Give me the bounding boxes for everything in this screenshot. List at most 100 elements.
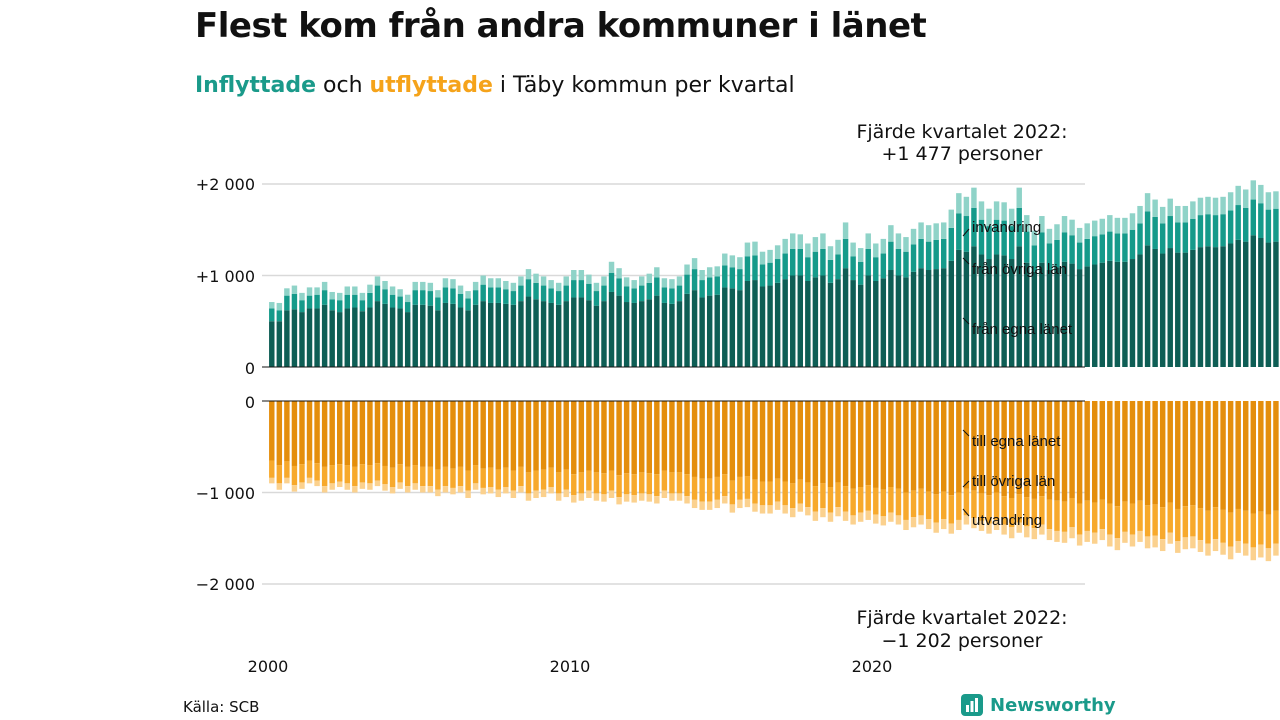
newsworthy-logo[interactable]: Newsworthy <box>960 693 1116 717</box>
bar-from-other-counties <box>1265 209 1272 243</box>
bar-from-own-county <box>608 291 615 367</box>
leader-fran-ovriga-lan <box>962 257 970 265</box>
bar-emigration <box>427 486 434 493</box>
bar-emigration <box>1114 538 1121 551</box>
bar-to-own-county <box>1054 401 1060 501</box>
bar-from-own-county <box>465 310 471 367</box>
bar-immigration <box>1265 192 1272 210</box>
inflow-y-axis: +2 000 +1 000 0 <box>196 175 255 378</box>
bar-immigration <box>435 290 441 298</box>
bar-from-own-county <box>510 304 517 367</box>
bar-to-other-counties <box>1273 510 1279 544</box>
bar-immigration <box>1054 224 1060 240</box>
bar-to-other-counties <box>427 466 434 487</box>
bar-emigration <box>835 507 841 517</box>
bar-immigration <box>978 201 985 220</box>
leader-fran-egna-lanet <box>962 317 970 325</box>
bar-from-own-county <box>435 310 441 367</box>
bar-immigration <box>495 278 501 288</box>
bar-emigration <box>661 490 668 498</box>
axis-baselines <box>262 366 1085 402</box>
bar-immigration <box>1235 185 1241 206</box>
bar-from-own-county <box>722 287 728 367</box>
bar-emigration <box>1061 531 1068 543</box>
bar-immigration <box>933 223 939 240</box>
bar-to-other-counties <box>827 487 834 513</box>
bar-from-own-county <box>1167 248 1173 367</box>
bar-to-other-counties <box>888 487 894 513</box>
bar-from-other-counties <box>1001 220 1007 256</box>
bar-from-other-counties <box>654 277 660 296</box>
bar-from-own-county <box>1024 262 1030 367</box>
bar-from-other-counties <box>1054 239 1060 268</box>
bar-immigration <box>359 292 366 301</box>
bar-to-own-county <box>623 401 630 474</box>
bar-from-other-counties <box>888 241 894 270</box>
bar-to-own-county <box>842 401 849 487</box>
bar-from-other-counties <box>767 262 773 286</box>
bar-from-own-county <box>1069 263 1075 367</box>
bar-from-other-counties <box>1250 199 1256 236</box>
inflow-tick-label: +1 000 <box>196 267 255 286</box>
bar-emigration <box>639 493 645 501</box>
bar-to-other-counties <box>1137 500 1143 531</box>
bar-from-other-counties <box>948 227 954 261</box>
bar-emigration <box>774 501 781 510</box>
bar-immigration <box>299 292 305 301</box>
bar-emigration <box>1250 547 1256 561</box>
series-label-till-egna-lanet: till egna länet <box>972 433 1061 450</box>
subtitle-rest: i Täby kommun per kvartal <box>492 73 795 98</box>
bar-to-other-counties <box>382 465 388 485</box>
bar-from-other-counties <box>555 291 562 305</box>
bar-from-own-county <box>835 279 841 367</box>
bar-emigration <box>925 519 932 530</box>
bar-from-other-counties <box>510 291 517 305</box>
bar-to-own-county <box>1024 401 1030 498</box>
bar-from-own-county <box>1107 260 1113 367</box>
bar-to-own-county <box>457 401 464 467</box>
bar-immigration <box>1220 196 1226 215</box>
bar-emigration <box>374 480 381 487</box>
bar-emigration <box>465 490 471 498</box>
bar-emigration <box>1212 539 1219 552</box>
bar-to-other-counties <box>616 475 622 498</box>
bar-from-other-counties <box>412 290 418 305</box>
bar-to-own-county <box>737 401 743 477</box>
bar-immigration <box>488 278 494 288</box>
bar-immigration <box>993 201 1000 220</box>
bar-to-other-counties <box>737 476 743 500</box>
bar-emigration <box>744 498 751 508</box>
bar-to-own-county <box>420 401 426 467</box>
bar-from-other-counties <box>465 298 471 311</box>
bar-emigration <box>948 523 954 534</box>
bar-from-own-county <box>1054 267 1060 367</box>
bar-immigration <box>691 258 698 270</box>
bar-to-own-county <box>1137 401 1143 501</box>
bar-emigration <box>1159 539 1166 552</box>
bar-to-other-counties <box>1190 505 1196 537</box>
bar-from-other-counties <box>276 310 283 322</box>
bar-emigration <box>880 516 887 526</box>
bar-from-own-county <box>1122 261 1128 367</box>
bar-emigration <box>503 487 509 494</box>
bar-emigration <box>857 512 864 522</box>
bar-to-own-county <box>488 401 494 468</box>
bar-from-other-counties <box>729 267 736 289</box>
bar-to-own-county <box>1099 401 1105 500</box>
bar-to-own-county <box>797 401 803 480</box>
bar-emigration <box>337 481 343 488</box>
bar-from-other-counties <box>457 293 464 308</box>
bar-from-other-counties <box>518 285 524 302</box>
bar-emigration <box>442 486 449 493</box>
bar-from-own-county <box>488 302 494 367</box>
bar-emigration <box>321 486 328 493</box>
bar-from-own-county <box>563 301 569 367</box>
bar-emigration <box>1258 544 1264 558</box>
bar-to-other-counties <box>1039 496 1045 525</box>
bar-from-own-county <box>850 280 856 367</box>
bar-emigration <box>812 511 819 521</box>
bar-immigration <box>276 302 283 311</box>
bar-from-own-county <box>352 307 358 367</box>
bar-from-own-county <box>759 286 766 367</box>
series-label-fran-ovriga-lan: från övriga län <box>972 261 1067 278</box>
